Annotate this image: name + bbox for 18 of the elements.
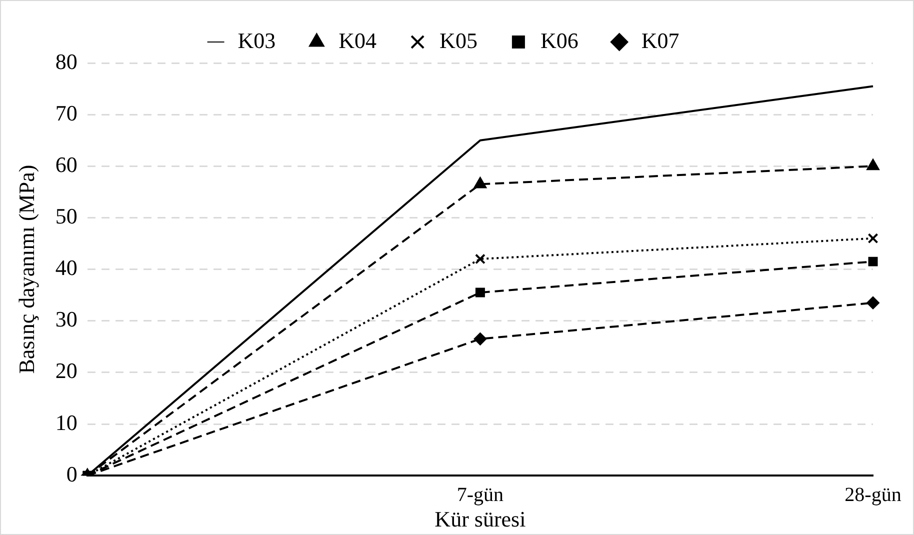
y-tick-label: 0 [66, 461, 78, 486]
y-tick-label: 70 [55, 100, 78, 126]
y-tick-label: 30 [55, 306, 78, 332]
x-tick-label: 7-gün [456, 484, 504, 506]
legend-label: K07 [641, 28, 680, 53]
y-tick-label: 60 [55, 152, 78, 177]
y-tick-label: 50 [55, 204, 78, 229]
legend-label: K06 [540, 28, 578, 53]
legend-label: K04 [338, 28, 377, 53]
x-axis-title: Kür süresi [434, 506, 526, 532]
legend-label: K03 [238, 28, 276, 53]
x-tick-label: 28-gün [844, 484, 902, 506]
y-tick-label: 40 [55, 255, 78, 280]
legend-label: K05 [440, 28, 478, 53]
y-axis-title: Basınç dayanımı (MPa) [14, 164, 39, 374]
y-tick-label: 80 [55, 48, 78, 74]
y-tick-label: 10 [55, 410, 78, 435]
y-tick-label: 20 [55, 358, 78, 384]
